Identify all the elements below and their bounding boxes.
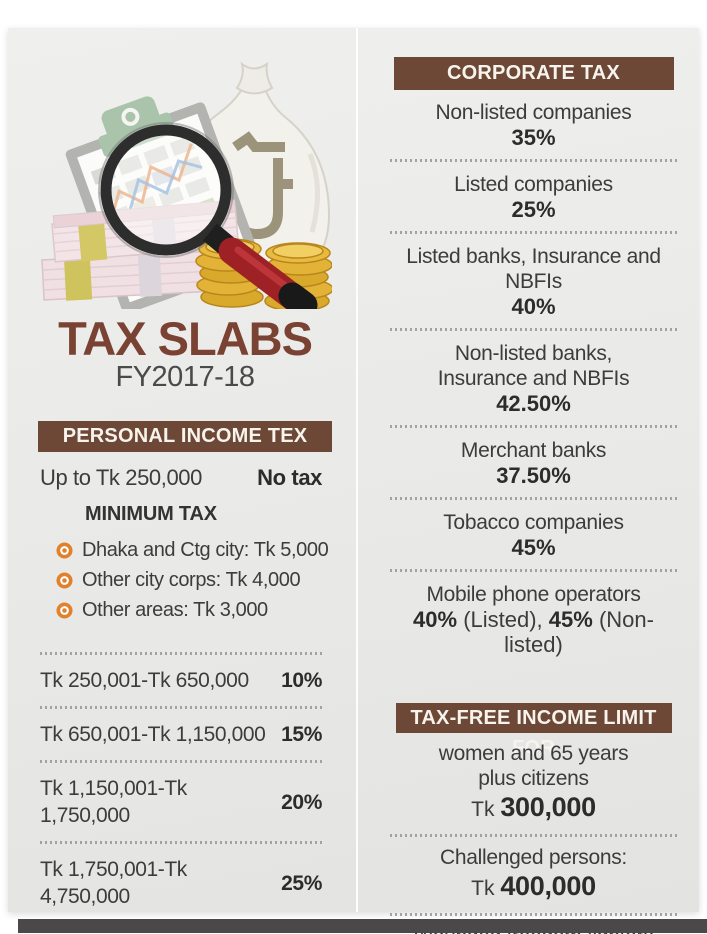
currency-prefix: Tk: [471, 798, 501, 821]
right-column: CORPORATE TAX Non-listed companies 35% L…: [390, 57, 677, 934]
minimum-tax-list: Dhaka and Ctg city: Tk 5,000 Other city …: [56, 535, 332, 625]
column-divider: [356, 28, 358, 912]
corporate-item-rate: 40%: [511, 294, 556, 319]
minimum-tax-item: Dhaka and Ctg city: Tk 5,000: [56, 535, 332, 565]
corporate-item: Non-listed banks, Insurance and NBFIs 42…: [390, 331, 677, 425]
corporate-separator: [390, 231, 677, 234]
corporate-separator: [390, 328, 677, 331]
slab-range: Tk 1,750,001-Tk 4,750,000: [40, 858, 187, 908]
bullet-icon: [56, 601, 73, 619]
corporate-item: Merchant banks 37.50%: [390, 428, 677, 497]
corporate-item-rate: 25%: [511, 197, 556, 222]
minimum-tax-item-label: Other areas: Tk 3,000: [82, 599, 268, 621]
bullet-icon: [56, 571, 73, 589]
taxfree-item-amount: Tk 400,000: [390, 870, 677, 905]
slab-rate: 15%: [281, 723, 322, 746]
mobile-rate-listed: 40%: [413, 607, 458, 632]
corporate-item-rate: 35%: [511, 125, 556, 150]
slab-separator: [40, 706, 322, 709]
slab-row: Tk 1,750,001-Tk 4,750,000 25%: [40, 844, 322, 922]
minimum-tax-header: MINIMUM TAX: [85, 503, 217, 525]
slab-separator: [40, 841, 322, 844]
corporate-item-rate: 42.50%: [496, 391, 571, 416]
slab-separator: [40, 760, 322, 763]
corporate-separator: [390, 497, 677, 500]
taxfree-separator: [390, 834, 677, 837]
page-title: TAX SLABS: [58, 312, 313, 365]
taxfree-item-amount: Tk 300,000: [390, 791, 677, 826]
base-exemption-value: No tax: [257, 465, 322, 490]
minimum-tax-item-label: Other city corps: Tk 4,000: [82, 569, 301, 591]
taxfree-header-label: TAX-FREE INCOME LIMIT FOR: [410, 707, 657, 759]
corporate-item: Tobacco companies 45%: [390, 500, 677, 569]
corporate-item-label: Tobacco companies: [443, 511, 624, 534]
base-exemption-row: Up to Tk 250,000 No tax: [38, 452, 332, 493]
magnifier-icon: [98, 122, 318, 309]
slab-rate: 20%: [281, 790, 322, 814]
corporate-item-label: Listed companies: [454, 173, 613, 196]
slab-table: Tk 250,001-Tk 650,000 10% Tk 650,001-Tk …: [38, 652, 332, 934]
personal-income-header-bar: PERSONAL INCOME TEX: [38, 421, 332, 452]
taxfree-item-label: women and 65 years plus citizens: [438, 742, 629, 790]
corporate-item: Listed banks, Insurance and NBFIs 40%: [390, 234, 677, 328]
corporate-item-label: Mobile phone operators: [426, 583, 641, 606]
amount-value: 400,000: [500, 871, 596, 901]
taxfree-item: women and 65 years plus citizens Tk 300,…: [390, 733, 677, 834]
slab-row: Tk 250,001-Tk 650,000 10%: [40, 655, 322, 706]
taxfree-header-bar: TAX-FREE INCOME LIMIT FOR: [395, 703, 672, 759]
minimum-tax-item-label: Dhaka and Ctg city: Tk 5,000: [82, 539, 329, 561]
taxfree-item-label: Challenged persons:: [440, 846, 627, 869]
left-column: TAX SLABS FY2017-18 PERSONAL INCOME TEX …: [38, 28, 332, 934]
minimum-tax-item: Other areas: Tk 3,000: [56, 595, 332, 625]
personal-income-header-label: PERSONAL INCOME TEX: [62, 425, 308, 447]
slab-row: Tk 1,150,001-Tk 1,750,000 20%: [40, 763, 322, 841]
corporate-item: Non-listed companies 35%: [390, 90, 677, 159]
currency-prefix: Tk: [471, 877, 501, 900]
corporate-separator: [390, 159, 677, 162]
slab-row: Tk 650,001-Tk 1,150,000 15%: [40, 709, 322, 760]
fiscal-year-subtitle: FY2017-18: [115, 361, 256, 393]
corporate-tax-header-label: CORPORATE TAX: [447, 62, 620, 84]
corporate-separator: [390, 425, 677, 428]
money-illustration: [41, 61, 332, 309]
corporate-separator: [390, 569, 677, 572]
corporate-item: Listed companies 25%: [390, 162, 677, 231]
corporate-item-label: Non-listed companies: [435, 101, 632, 124]
minimum-tax-item: Other city corps: Tk 4,000: [56, 565, 332, 595]
corporate-item-mobile: Mobile phone operators 40% (Listed), 45%…: [390, 572, 677, 666]
mobile-rate-nonlisted: 45%: [548, 607, 593, 632]
corporate-tax-header-bar: CORPORATE TAX: [393, 57, 674, 90]
mobile-rate-nonlisted-note: (Non-listed): [504, 607, 654, 657]
slab-range: Tk 1,150,001-Tk 1,750,000: [40, 777, 187, 827]
taxfree-separator: [390, 913, 677, 916]
base-exemption-range: Up to Tk 250,000: [40, 465, 202, 490]
corporate-item-rate: 40% (Listed), 45% (Non-listed): [390, 607, 677, 657]
slab-range: Tk 250,001-Tk 650,000: [40, 669, 249, 692]
corporate-item-rate: 37.50%: [496, 463, 571, 488]
minimum-tax-section: MINIMUM TAX Dhaka and Ctg city: Tk 5,000…: [38, 502, 332, 625]
corporate-item-label: Listed banks, Insurance and NBFIs: [406, 245, 661, 293]
bottom-accent-bar: [18, 919, 707, 933]
slab-rate: 10%: [281, 669, 322, 692]
corporate-item-label: Non-listed banks, Insurance and NBFIs: [437, 342, 630, 390]
corporate-item-rate: 45%: [511, 535, 556, 560]
corporate-item-label: Merchant banks: [460, 439, 607, 462]
taxfree-item: Challenged persons: Tk 400,000: [390, 837, 677, 913]
amount-value: 300,000: [500, 792, 596, 822]
slab-separator: [40, 652, 322, 655]
slab-rate: 25%: [281, 871, 322, 895]
bullet-icon: [56, 541, 73, 559]
mobile-rate-listed-note: (Listed),: [457, 607, 549, 632]
slab-range: Tk 650,001-Tk 1,150,000: [40, 723, 266, 746]
